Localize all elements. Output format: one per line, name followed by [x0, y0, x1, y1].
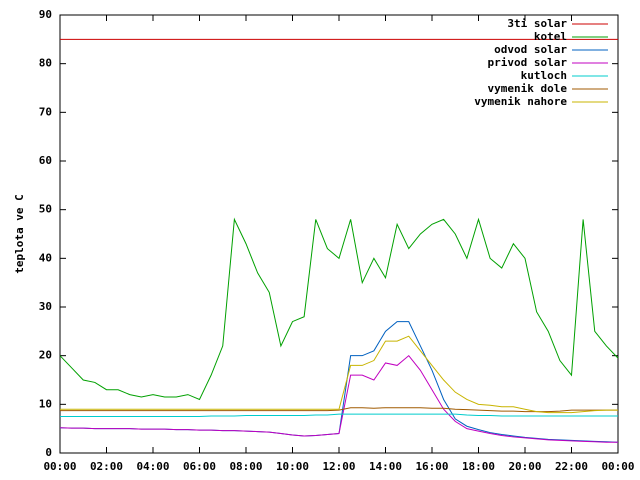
y-tick-label: 80	[39, 57, 52, 70]
y-tick-label: 50	[39, 203, 52, 216]
y-tick-label: 90	[39, 8, 52, 21]
x-tick-label: 12:00	[322, 460, 355, 473]
y-tick-label: 0	[45, 446, 52, 459]
x-tick-label: 00:00	[43, 460, 76, 473]
x-tick-label: 14:00	[369, 460, 402, 473]
series-line	[60, 335, 618, 414]
x-tick-label: 08:00	[229, 460, 262, 473]
legend-label: kotel	[534, 30, 567, 43]
x-tick-label: 18:00	[462, 460, 495, 473]
series-line	[60, 407, 618, 413]
y-tick-label: 10	[39, 397, 52, 410]
series-line	[59, 321, 619, 443]
legend-label: odvod solar	[494, 43, 567, 56]
y-tick-label: 70	[39, 105, 52, 118]
legend-label: privod solar	[488, 56, 568, 69]
y-tick-label: 30	[39, 300, 52, 313]
y-axis-label: teplota ve C	[13, 194, 26, 273]
y-tick-label: 20	[39, 349, 52, 362]
series-line	[60, 413, 618, 417]
y-tick-label: 60	[39, 154, 52, 167]
x-tick-label: 22:00	[555, 460, 588, 473]
x-tick-label: 10:00	[276, 460, 309, 473]
series-line	[59, 354, 618, 443]
legend-label: kutloch	[521, 69, 567, 82]
x-tick-label: 02:00	[90, 460, 123, 473]
y-tick-label: 40	[39, 251, 52, 264]
legend-label: vymenik dole	[488, 82, 568, 95]
legend-label: vymenik nahore	[474, 95, 567, 108]
x-tick-label: 04:00	[136, 460, 169, 473]
x-tick-label: 20:00	[508, 460, 541, 473]
series-line	[59, 217, 619, 401]
x-tick-label: 06:00	[183, 460, 216, 473]
x-tick-label: 16:00	[415, 460, 448, 473]
legend-label: 3ti solar	[507, 17, 567, 30]
x-tick-label: 00:00	[601, 460, 634, 473]
